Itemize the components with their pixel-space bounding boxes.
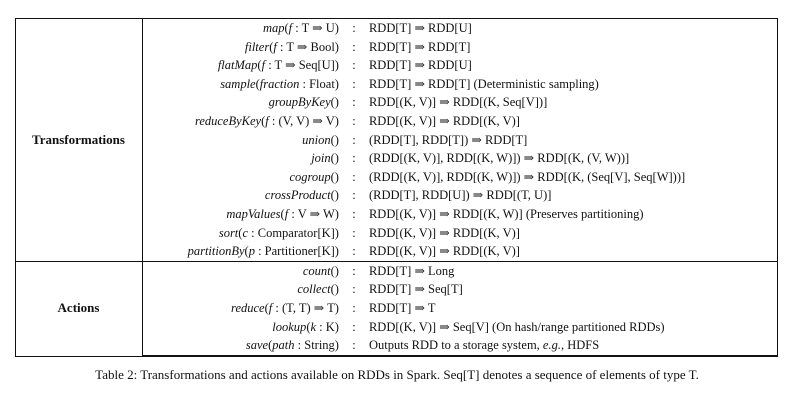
type-signature: RDD[T] ⇒ RDD[U] (368, 17, 778, 38)
type-signature: RDD[(K, V)] ⇒ RDD[(K, W)] (Preserves par… (368, 206, 644, 221)
separator: : (352, 225, 356, 240)
separator: : (352, 319, 356, 334)
operation-signature: reduceByKey(f : (V, V) ⇒ V) (194, 113, 339, 128)
table-row: Transformations map(f : T ⇒ U): RDD[T] ⇒ R… (15, 17, 778, 262)
separator: : (338, 336, 369, 356)
operation-signature: mapValues(f : V ⇒ W) (226, 206, 339, 221)
table-row: reduce(f : (T, T) ⇒ T): RDD[T] ⇒ T (15, 299, 778, 318)
separator: : (352, 244, 356, 259)
table-row: partitionBy(p : Partitioner[K]): RDD[(K, … (15, 242, 778, 261)
operation-signature: sort(c : Comparator[K]) (218, 225, 339, 240)
separator: : (338, 17, 369, 38)
table-row: sort(c : Comparator[K]): RDD[(K, V)] ⇒ RD… (15, 224, 778, 243)
table-row: flatMap(f : T ⇒ Seq[U]): RDD[T] ⇒ RDD[U] (15, 56, 778, 75)
transformations-category-label: Transformations (15, 18, 143, 262)
table-row: groupByKey(): RDD[(K, V)] ⇒ RDD[(K, Seq[V… (15, 93, 778, 112)
type-signature: RDD[T] ⇒ T (368, 300, 436, 315)
type-signature: RDD[T] ⇒ RDD[T] (368, 39, 471, 54)
operation-signature: groupByKey() (268, 95, 339, 110)
table-row: union(): (RDD[T], RDD[T]) ⇒ RDD[T] (15, 131, 778, 150)
type-signature: RDD[(K, V)] ⇒ RDD[(K, V)] (368, 225, 520, 240)
type-signature: RDD[T] ⇒ Seq[T] (368, 282, 463, 297)
table-row: Actions count(): RDD[T] ⇒ Long (15, 260, 778, 356)
operation-signature: count() (142, 260, 339, 281)
operation-signature: union() (302, 132, 339, 147)
table-row: save(path : String): Outputs RDD to a sto… (15, 336, 778, 356)
type-signature: RDD[T] ⇒ RDD[T] (Deterministic sampling) (368, 76, 599, 91)
actions-group: Actions count(): RDD[T] ⇒ Long collect(): RD… (15, 260, 778, 356)
separator: : (352, 76, 356, 91)
transformations-group: Transformations map(f : T ⇒ U): RDD[T] ⇒ R… (15, 17, 778, 262)
table-row: reduceByKey(f : (V, V) ⇒ V): RDD[(K, V)] … (15, 112, 778, 131)
type-signature: (RDD[(K, V)], RDD[(K, W)]) ⇒ RDD[(K, (V,… (368, 151, 630, 166)
separator: : (338, 260, 369, 281)
type-signature: RDD[(K, V)] ⇒ Seq[V] (On hash/range part… (368, 319, 665, 334)
table-row: crossProduct(): (RDD[T], RDD[U]) ⇒ RDD[(T… (15, 186, 778, 205)
separator: : (352, 300, 356, 315)
operation-signature: cogroup() (289, 169, 339, 184)
operation-signature: save(path : String) (142, 336, 339, 356)
type-signature: RDD[(K, V)] ⇒ RDD[(K, V)] (368, 113, 520, 128)
type-signature: RDD[T] ⇒ RDD[U] (368, 58, 472, 73)
separator: : (352, 282, 356, 297)
separator: : (352, 95, 356, 110)
separator: : (352, 188, 356, 203)
operation-signature: crossProduct() (264, 188, 339, 203)
separator: : (352, 113, 356, 128)
table-row: mapValues(f : V ⇒ W): RDD[(K, V)] ⇒ RDD[(… (15, 205, 778, 224)
type-signature: (RDD[T], RDD[T]) ⇒ RDD[T] (368, 132, 528, 147)
separator: : (352, 58, 356, 73)
separator: : (352, 151, 356, 166)
separator: : (352, 206, 356, 221)
type-signature: (RDD[T], RDD[U]) ⇒ RDD[(T, U)] (368, 188, 552, 203)
rdd-operations-table: Transformations map(f : T ⇒ U): RDD[T] ⇒ R… (15, 17, 778, 356)
type-signature: (RDD[(K, V)], RDD[(K, W)]) ⇒ RDD[(K, (Se… (368, 169, 686, 184)
table-caption: Table 2: Transformations and actions ava… (95, 367, 699, 382)
operation-signature: reduce(f : (T, T) ⇒ T) (231, 300, 339, 315)
separator: : (352, 169, 356, 184)
table-row: cogroup(): (RDD[(K, V)], RDD[(K, W)]) ⇒ R… (15, 168, 778, 187)
table-row: sample(fraction : Float): RDD[T] ⇒ RDD[T]… (15, 75, 778, 94)
actions-category-label: Actions (15, 260, 143, 356)
type-signature: Outputs RDD to a storage system, e.g., H… (368, 336, 778, 356)
operation-signature: flatMap(f : T ⇒ Seq[U]) (217, 58, 339, 73)
operation-signature: filter(f : T ⇒ Bool) (244, 39, 339, 54)
operation-signature: collect() (297, 282, 339, 297)
type-signature: RDD[(K, V)] ⇒ RDD[(K, Seq[V])] (368, 95, 548, 110)
operation-signature: lookup(k : K) (272, 319, 339, 334)
separator: : (352, 39, 356, 54)
table-row: collect(): RDD[T] ⇒ Seq[T] (15, 280, 778, 299)
separator: : (352, 132, 356, 147)
operation-signature: join() (311, 151, 339, 166)
operation-signature: map(f : T ⇒ U) (142, 17, 339, 38)
table-row: filter(f : T ⇒ Bool): RDD[T] ⇒ RDD[T] (15, 38, 778, 57)
table-row: lookup(k : K): RDD[(K, V)] ⇒ Seq[V] (On h… (15, 318, 778, 337)
operation-signature: partitionBy(p : Partitioner[K]) (187, 244, 339, 259)
operation-signature: sample(fraction : Float) (220, 76, 339, 91)
type-signature: RDD[T] ⇒ Long (368, 260, 778, 281)
table-row: join(): (RDD[(K, V)], RDD[(K, W)]) ⇒ RDD[… (15, 149, 778, 168)
type-signature: RDD[(K, V)] ⇒ RDD[(K, V)] (368, 244, 520, 259)
